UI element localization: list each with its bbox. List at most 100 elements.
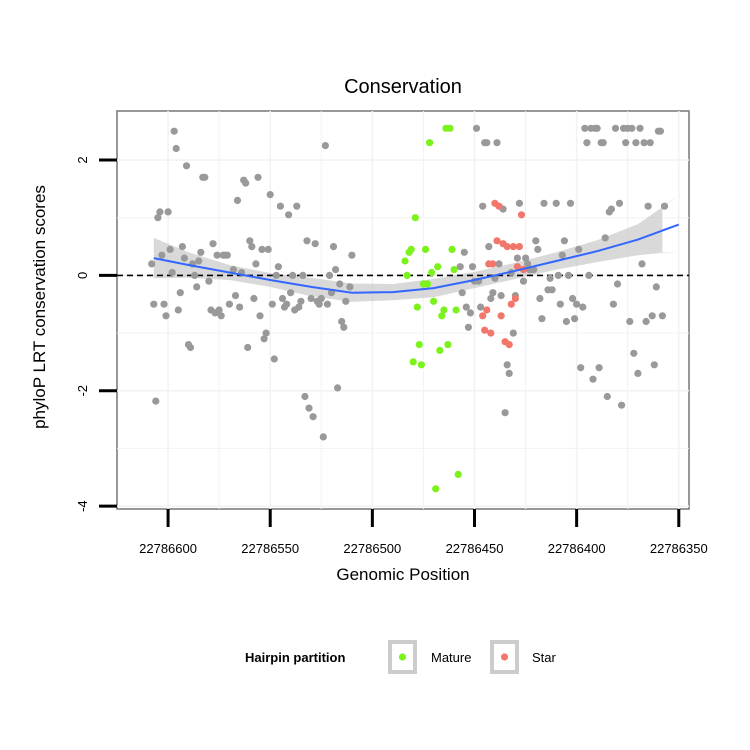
point-mature	[403, 271, 411, 279]
point-other	[509, 329, 517, 337]
point-mature	[423, 280, 432, 288]
point-other	[170, 127, 178, 135]
point-mature	[448, 245, 456, 253]
y-tick-label: 2	[75, 156, 90, 163]
point-star	[487, 329, 495, 337]
point-other	[332, 266, 340, 274]
point-other	[209, 240, 217, 248]
point-other	[297, 297, 305, 305]
point-other	[154, 214, 162, 222]
x-axis-title: Genomic Position	[336, 565, 469, 584]
point-other	[166, 245, 174, 253]
point-other	[640, 139, 648, 147]
point-mature	[417, 361, 425, 369]
point-other	[468, 263, 477, 271]
point-other	[342, 297, 350, 305]
point-other	[607, 205, 616, 213]
point-star	[513, 263, 522, 271]
point-other	[160, 300, 168, 308]
point-other	[242, 179, 250, 187]
point-other	[150, 300, 158, 308]
point-other	[477, 303, 485, 311]
point-other	[569, 294, 577, 303]
point-star	[503, 243, 511, 251]
point-other	[626, 317, 634, 326]
point-other	[460, 248, 468, 256]
y-tick-label: -2	[75, 385, 90, 397]
point-other	[299, 271, 307, 279]
point-other	[186, 343, 195, 352]
point-other	[503, 361, 511, 369]
chart-title: Conservation	[344, 76, 462, 98]
point-other	[536, 294, 544, 303]
point-other	[309, 413, 317, 421]
point-other	[162, 312, 170, 320]
y-axis-title: phyloP LRT conservation scores	[30, 185, 49, 429]
point-other	[268, 300, 276, 308]
point-other	[223, 251, 231, 259]
point-other	[513, 254, 522, 262]
point-star	[511, 294, 519, 303]
point-other	[618, 401, 626, 409]
point-mature	[411, 214, 419, 222]
point-star	[495, 202, 503, 210]
point-other	[595, 364, 603, 372]
point-other	[307, 294, 315, 303]
point-other	[180, 254, 188, 262]
point-other	[254, 173, 262, 181]
point-other	[515, 199, 524, 207]
y-tick-label: -4	[75, 500, 90, 512]
point-other	[321, 142, 329, 150]
point-other	[636, 124, 644, 132]
point-other	[158, 251, 166, 259]
point-other	[658, 312, 667, 320]
point-other	[611, 124, 620, 132]
point-star	[493, 237, 501, 245]
point-mature	[401, 257, 409, 265]
point-other	[168, 268, 176, 277]
point-other	[283, 300, 291, 308]
point-other	[329, 243, 338, 251]
point-other	[519, 277, 528, 285]
x-tick-label: 22786350	[650, 541, 708, 556]
point-other	[579, 303, 587, 311]
x-tick-label: 22786500	[343, 541, 401, 556]
point-other	[644, 202, 652, 210]
point-other	[524, 260, 532, 268]
point-other	[495, 260, 503, 268]
point-other	[603, 392, 611, 401]
point-mature	[450, 266, 458, 274]
legend-title: Hairpin partition	[245, 650, 345, 665]
point-mature	[434, 263, 442, 271]
point-other	[554, 271, 562, 279]
point-other	[489, 289, 497, 297]
point-star	[497, 312, 505, 320]
point-other	[152, 397, 160, 405]
point-other	[305, 404, 313, 412]
point-other	[634, 369, 642, 377]
point-other	[201, 173, 209, 181]
point-mature	[413, 303, 421, 311]
point-other	[652, 283, 660, 291]
point-other	[285, 211, 293, 219]
point-mature	[407, 245, 415, 253]
point-other	[562, 317, 571, 326]
x-tick-label: 22786550	[241, 541, 299, 556]
point-other	[581, 124, 589, 132]
point-other	[472, 124, 481, 132]
point-other	[266, 191, 274, 199]
point-other	[205, 277, 213, 285]
point-star	[483, 306, 491, 314]
point-other	[340, 323, 348, 331]
point-other	[176, 289, 184, 297]
point-other	[252, 260, 260, 268]
point-other	[622, 139, 630, 147]
point-other	[244, 343, 252, 352]
point-other	[236, 303, 244, 311]
point-other	[148, 260, 156, 268]
point-star	[505, 341, 513, 349]
point-star	[489, 260, 497, 268]
smooth-line	[153, 223, 680, 294]
point-other	[564, 271, 573, 279]
